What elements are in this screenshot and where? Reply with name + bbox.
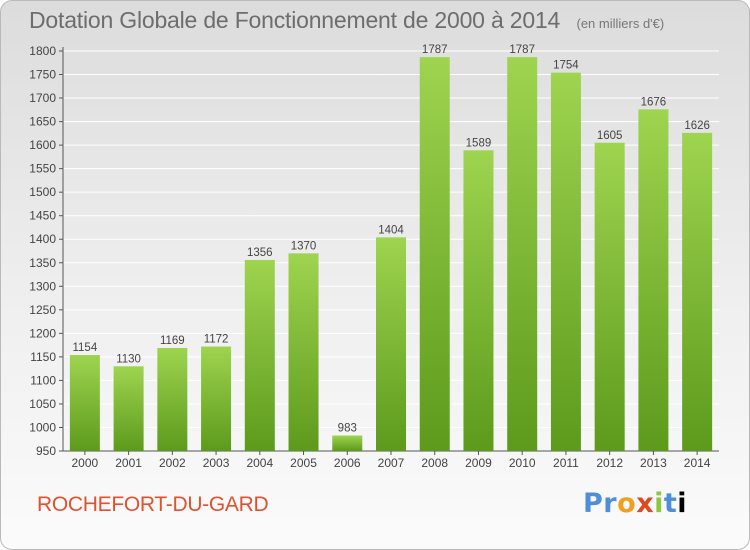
y-tick-label: 1100 xyxy=(30,373,56,387)
y-tick-label: 1000 xyxy=(29,420,56,434)
value-label-2006: 983 xyxy=(338,422,357,434)
x-tick-label-2013: 2013 xyxy=(640,456,667,470)
value-label-2013: 1676 xyxy=(641,96,667,108)
bar-2005 xyxy=(288,253,319,451)
bar-2011 xyxy=(550,72,581,451)
x-tick-label-2002: 2002 xyxy=(159,456,186,470)
x-tick-label-2007: 2007 xyxy=(378,456,405,470)
chart-title: Dotation Globale de Fonctionnement de 20… xyxy=(29,7,664,34)
value-label-2004: 1356 xyxy=(247,247,273,259)
x-tick-label-2003: 2003 xyxy=(203,456,230,470)
bar-2007 xyxy=(376,237,406,451)
x-tick-label-2014: 2014 xyxy=(684,456,711,470)
y-tick-label: 1400 xyxy=(29,232,56,246)
y-tick-label: 1700 xyxy=(29,91,56,105)
value-label-2002: 1169 xyxy=(160,335,185,347)
labels: 950 1000 1050 1100 1150 1200 1250 1300 1350 1400 1… xyxy=(29,44,711,470)
value-label-2009: 1589 xyxy=(466,137,492,149)
bar-2009 xyxy=(463,150,494,451)
bar-2004 xyxy=(244,259,275,451)
x-tick-label-2011: 2011 xyxy=(553,456,579,470)
x-tick-label-2001: 2001 xyxy=(115,456,142,470)
chart-title-text: Dotation Globale de Fonctionnement de 20… xyxy=(29,7,561,33)
y-tick-label: 1150 xyxy=(30,350,56,364)
bar-2001 xyxy=(113,366,144,451)
y-tick-label: 1250 xyxy=(29,303,56,317)
value-label-2008: 1787 xyxy=(422,44,448,56)
x-tick-label-2004: 2004 xyxy=(246,456,273,470)
y-tick-label: 1450 xyxy=(29,209,56,223)
x-tick-label-2008: 2008 xyxy=(421,456,448,470)
x-tick-label-2009: 2009 xyxy=(465,456,492,470)
y-tick-label: 950 xyxy=(36,444,56,458)
value-label-2003: 1172 xyxy=(204,334,229,346)
x-tick-label-2000: 2000 xyxy=(72,456,99,470)
bars xyxy=(69,57,713,452)
y-tick-label: 1650 xyxy=(29,115,56,129)
y-tick-label: 1500 xyxy=(29,185,56,199)
bar-2006 xyxy=(332,435,363,451)
x-tick-label-2005: 2005 xyxy=(290,456,317,470)
chart-unit-label: (en milliers d'€) xyxy=(576,16,665,31)
value-label-2012: 1605 xyxy=(597,130,623,142)
value-label-2007: 1404 xyxy=(378,224,404,236)
y-tick-label: 1750 xyxy=(29,68,56,82)
y-tick-label: 1200 xyxy=(29,326,56,340)
x-tick-label-2006: 2006 xyxy=(334,456,361,470)
value-label-2010: 1787 xyxy=(509,44,535,56)
bar-2008 xyxy=(419,57,450,451)
x-tick-label-2012: 2012 xyxy=(596,456,623,470)
y-tick-label: 1300 xyxy=(29,279,56,293)
proxiti-logo: Proxiti xyxy=(583,488,688,519)
y-tick-label: 1050 xyxy=(29,397,56,411)
value-label-2011: 1754 xyxy=(553,60,579,72)
bar-2010 xyxy=(507,57,538,451)
bar-2002 xyxy=(157,347,188,451)
bar-2012 xyxy=(594,142,625,451)
x-tick-label-2010: 2010 xyxy=(509,456,536,470)
y-tick-label: 1350 xyxy=(29,256,56,270)
commune-name: ROCHEFORT-DU-GARD xyxy=(37,493,269,516)
bar-2014 xyxy=(682,132,713,451)
value-label-2000: 1154 xyxy=(72,342,97,354)
value-label-2014: 1626 xyxy=(684,120,710,132)
y-tick-label: 1800 xyxy=(29,44,56,58)
bar-2000 xyxy=(69,355,100,451)
bar-2013 xyxy=(638,109,669,452)
value-label-2005: 1370 xyxy=(291,240,317,252)
bar-2003 xyxy=(201,346,232,451)
y-tick-label: 1550 xyxy=(29,162,56,176)
y-tick-label: 1600 xyxy=(29,138,56,152)
value-label-2001: 1130 xyxy=(116,353,141,365)
